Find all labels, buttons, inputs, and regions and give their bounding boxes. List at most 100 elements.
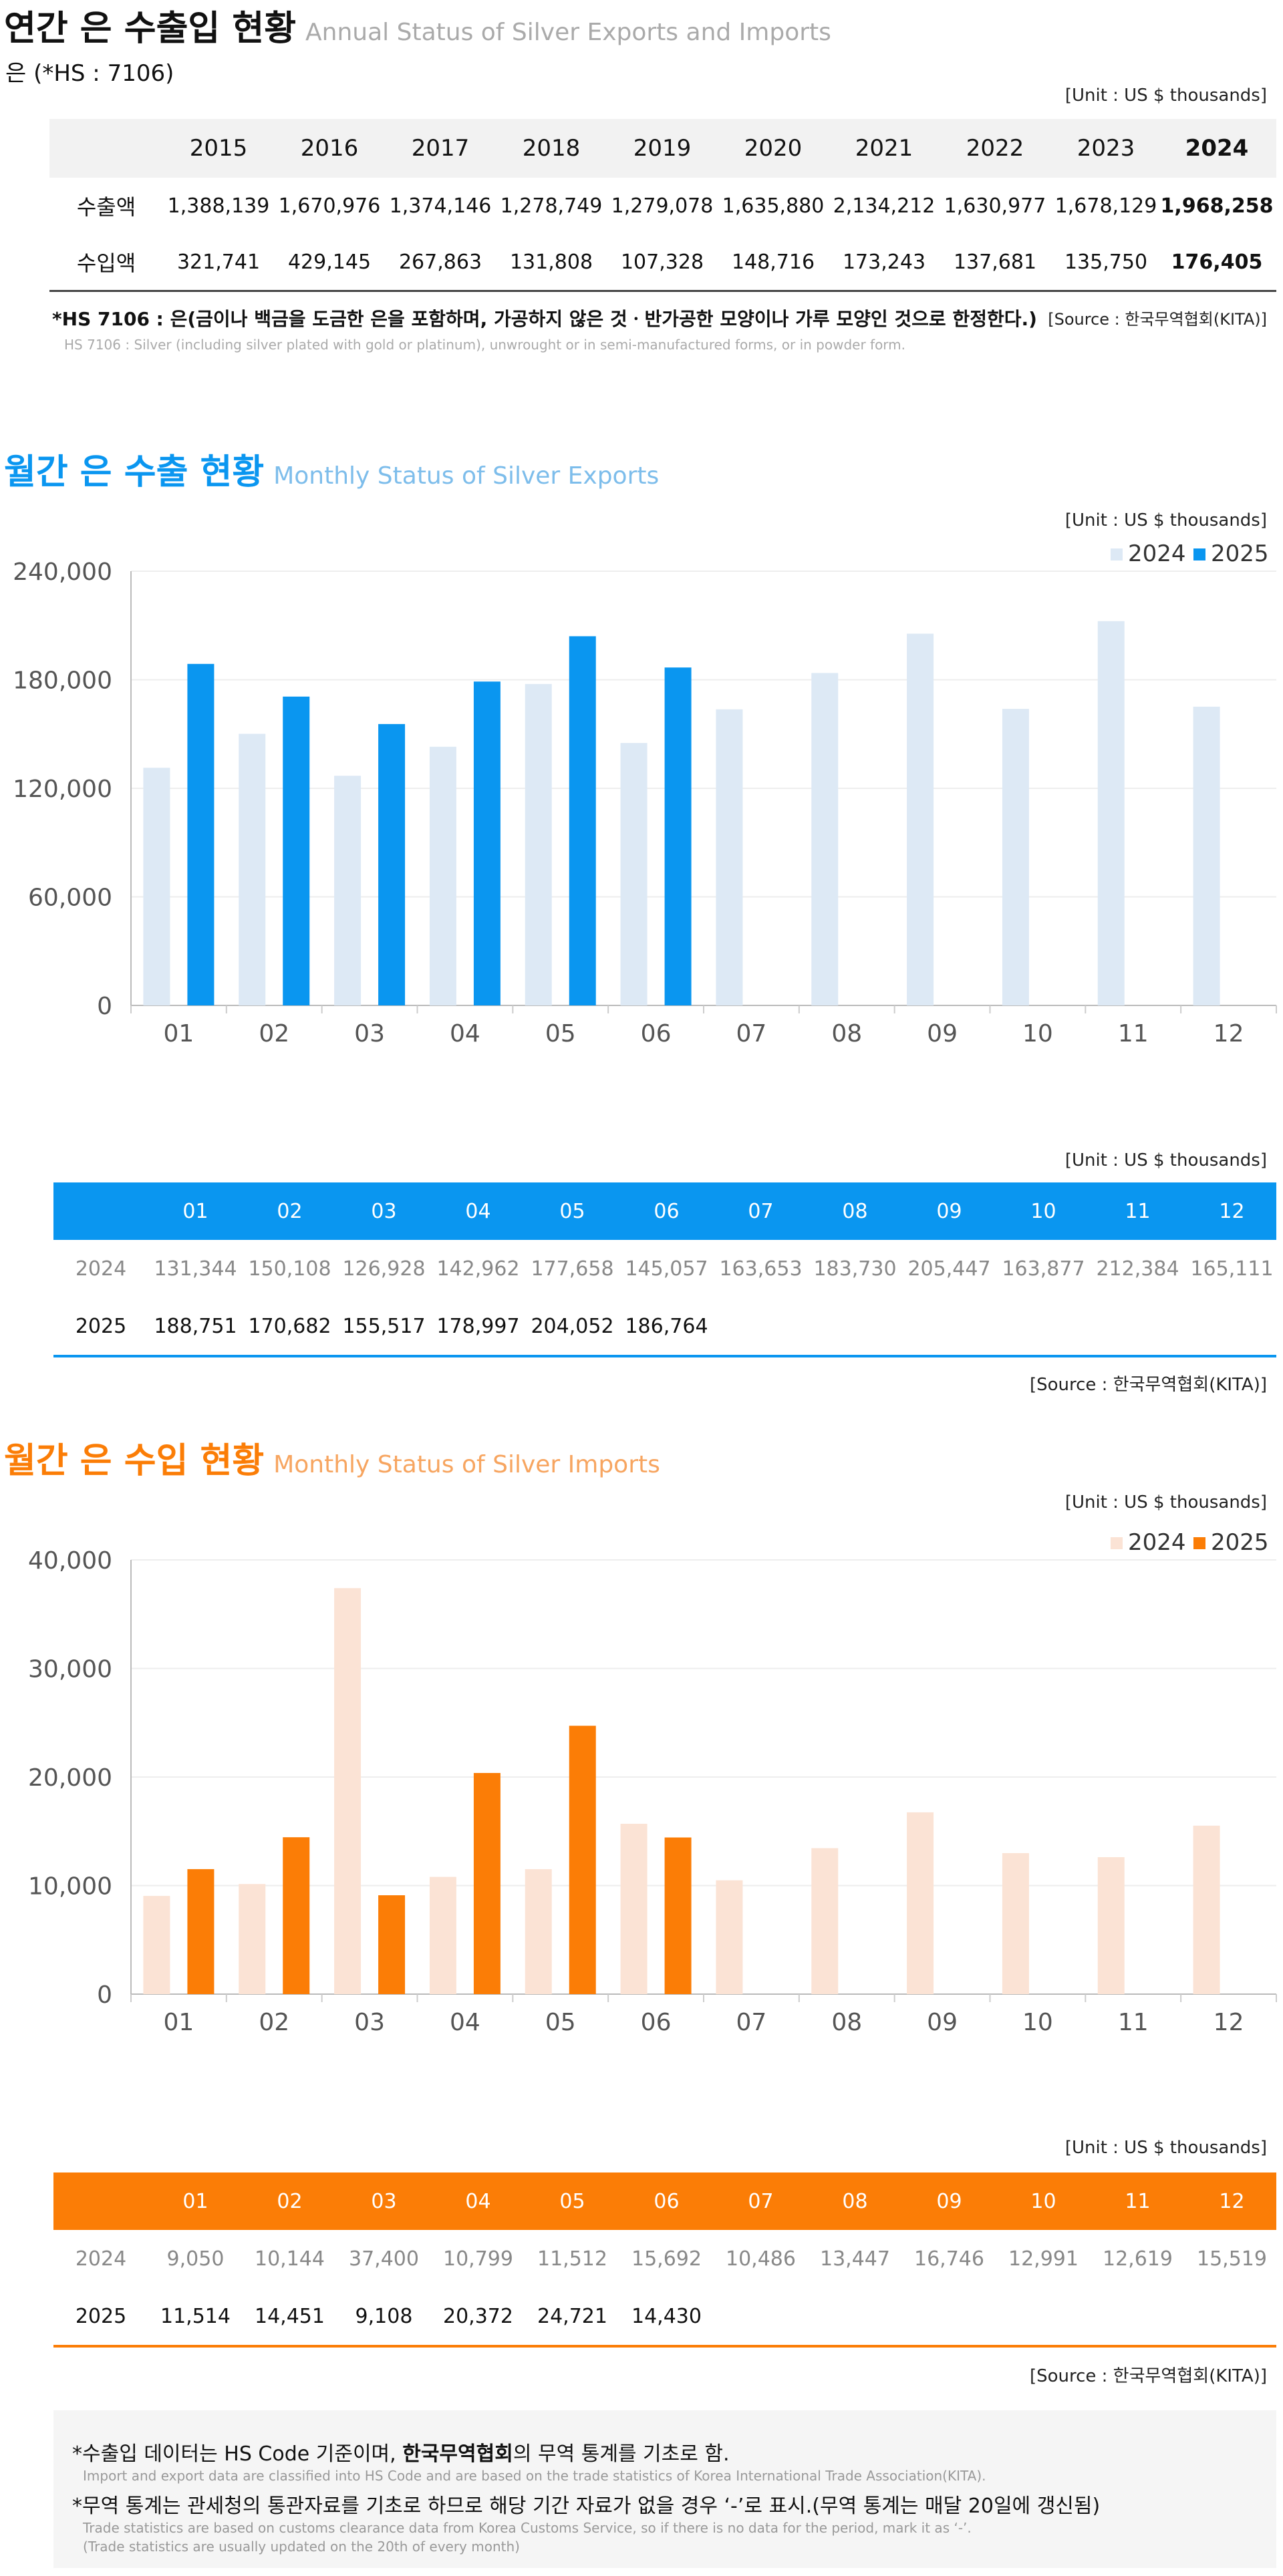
exports-table-cell: 186,764: [625, 1314, 708, 1338]
annual-cell: 1,278,749: [500, 194, 603, 218]
exports-xtick-label: 11: [1118, 1020, 1149, 1048]
imports-table-cell: [714, 2287, 808, 2345]
exports-legend-label: 2024: [1128, 540, 1186, 567]
imports-month-header: 04: [465, 2189, 491, 2213]
exports-table-cell: [1185, 1297, 1279, 1355]
exports-table-cell: 188,751: [154, 1314, 237, 1338]
imports-ytick-label: 10,000: [28, 1873, 112, 1901]
imports-month-header: 06: [654, 2189, 680, 2213]
annual-table-rule: [49, 290, 1276, 292]
imports-month-header: 07: [748, 2189, 774, 2213]
imports-table-cell: 14,451: [255, 2304, 325, 2328]
imports-title: 월간 은 수입 현황 Monthly Status of Silver Impor…: [4, 1432, 660, 1482]
exports-table-cell: 142,962: [436, 1257, 520, 1281]
exports-bar-2024: [716, 709, 743, 1005]
footnote-2: *무역 통계는 관세청의 통관자료를 기초로 하므로 해당 기간 자료가 없을 …: [72, 2494, 1101, 2518]
imports-table-rule: [53, 2345, 1276, 2348]
imports-xtick-label: 06: [641, 2009, 672, 2036]
exports-bar-2025: [187, 663, 215, 1005]
exports-xtick-label: 09: [927, 1020, 958, 1048]
annual-cell: 1,388,139: [167, 194, 270, 218]
imports-table: 01 02 03 04 05 06 07 08 09 10 11 12 2024 9,050 10,144 3…: [53, 2172, 1276, 2348]
exports-table-cell: 212,384: [1096, 1257, 1179, 1281]
annual-cell: 135,750: [1064, 250, 1148, 274]
exports-table-cell: 155,517: [342, 1314, 426, 1338]
annual-cell: 148,716: [731, 250, 815, 274]
exports-bar-2025: [569, 636, 596, 1005]
annual-cell: 137,681: [953, 250, 1037, 274]
imports-month-header: 09: [936, 2189, 962, 2213]
annual-cell: 1,670,976: [278, 194, 381, 218]
imports-table-cell: [902, 2287, 996, 2345]
annual-row-label: 수입액: [76, 251, 136, 276]
exports-ytick-label: 120,000: [13, 776, 112, 803]
exports-table-cell: 178,997: [436, 1314, 520, 1338]
exports-table-cell: 177,658: [531, 1257, 614, 1281]
exports-table-cell: 163,877: [1002, 1257, 1085, 1281]
exports-month-header: 10: [1030, 1199, 1056, 1223]
exports-table-cell: [996, 1297, 1091, 1355]
exports-table: 01 02 03 04 05 06 07 08 09 10 11 12 2024 131,344 150,1…: [53, 1182, 1276, 1357]
imports-bar-2025: [664, 1837, 692, 1994]
imports-xtick-label: 09: [927, 2009, 958, 2036]
exports-month-header: 12: [1219, 1199, 1245, 1223]
exports-month-header: 02: [277, 1199, 303, 1223]
exports-bar-2024: [239, 734, 266, 1005]
exports-table-cell: 131,344: [154, 1257, 237, 1281]
exports-xtick-label: 03: [354, 1020, 385, 1048]
exports-table-cell: 163,653: [719, 1257, 803, 1281]
footnote-2-en-1: Trade statistics are based on customs cl…: [83, 2520, 972, 2536]
exports-bar-chart: 0 60,000 120,000 180,000 240,000 01 02 03 04 05 06…: [13, 540, 1277, 1048]
annual-cell: 1,279,078: [611, 194, 714, 218]
imports-table-cell: 15,519: [1197, 2247, 1267, 2271]
annual-cell: 429,145: [287, 250, 372, 274]
exports-xtick-label: 04: [450, 1020, 480, 1048]
annual-table: 2015 2016 2017 2018 2019 2020 2021 2022 2023 2024…: [49, 119, 1276, 292]
imports-table-row-2025: 2025 11,514 14,451 9,108 20,372 24,721 14,430: [53, 2287, 1276, 2345]
exports-bar-2024: [620, 743, 648, 1005]
annual-year-header: 2019: [633, 135, 692, 162]
annual-cell: 2,134,212: [833, 194, 936, 218]
imports-chart-unit: [Unit : US $ thousands]: [1064, 1492, 1267, 1512]
imports-table-cell: 14,430: [631, 2304, 702, 2328]
imports-bar-2024: [143, 1895, 170, 1994]
annual-row-exports: 수출액 1,388,139 1,670,976 1,374,146 1,278,749 1…: [49, 178, 1276, 234]
annual-cell: 1,630,977: [944, 194, 1046, 218]
exports-bar-2024: [907, 633, 934, 1005]
exports-title-en: Monthly Status of Silver Exports: [273, 462, 660, 490]
exports-table-cell: 183,730: [813, 1257, 897, 1281]
exports-bar-2024: [143, 768, 170, 1005]
annual-cell: 1,374,146: [389, 194, 492, 218]
annual-cell: 173,243: [842, 250, 926, 274]
annual-year-header: 2022: [966, 135, 1024, 162]
annual-cell: 131,808: [509, 250, 593, 274]
imports-table-cell: 9,108: [355, 2304, 413, 2328]
imports-bar-2024: [429, 1877, 456, 1994]
exports-chart-unit: [Unit : US $ thousands]: [1064, 510, 1267, 530]
exports-bar-2024: [1002, 709, 1029, 1005]
imports-bar-2024: [716, 1880, 743, 1994]
exports-table-cell: 126,928: [342, 1257, 426, 1281]
imports-title-en: Monthly Status of Silver Imports: [273, 1451, 660, 1478]
imports-bar-2024: [1002, 1853, 1029, 1994]
imports-table-cell: 24,721: [537, 2304, 607, 2328]
annual-year-header: 2021: [855, 135, 913, 162]
imports-table-cell: 10,486: [726, 2247, 796, 2271]
footnote-1-en: Import and export data are classified in…: [83, 2468, 986, 2484]
footnote-box: *수출입 데이터는 HS Code 기준이며, 한국무역협회의 무역 통계를 기…: [53, 2410, 1276, 2568]
imports-bar-2024: [334, 1588, 362, 1994]
imports-table-cell: [808, 2287, 902, 2345]
annual-note-en: HS 7106 : Silver (including silver plate…: [64, 337, 906, 353]
imports-bar-2024: [1193, 1825, 1220, 1994]
exports-bar-2024: [334, 776, 362, 1005]
annual-cell: 321,741: [176, 250, 261, 274]
imports-legend-swatch: [1111, 1537, 1123, 1549]
imports-table-row-2024: 2024 9,050 10,144 37,400 10,799 11,512 15,692 1…: [53, 2230, 1276, 2287]
exports-table-header: 01 02 03 04 05 06 07 08 09 10 11 12: [53, 1182, 1276, 1240]
imports-bar-2025: [378, 1895, 406, 1994]
annual-cell: 1,968,258: [1160, 194, 1274, 218]
annual-source: [Source : 한국무역협회(KITA)]: [1048, 310, 1267, 329]
footnote-1-pre: *수출입 데이터는 HS Code 기준이며,: [72, 2442, 403, 2466]
imports-xtick-label: 11: [1118, 2009, 1149, 2036]
exports-ytick-label: 240,000: [13, 558, 112, 586]
